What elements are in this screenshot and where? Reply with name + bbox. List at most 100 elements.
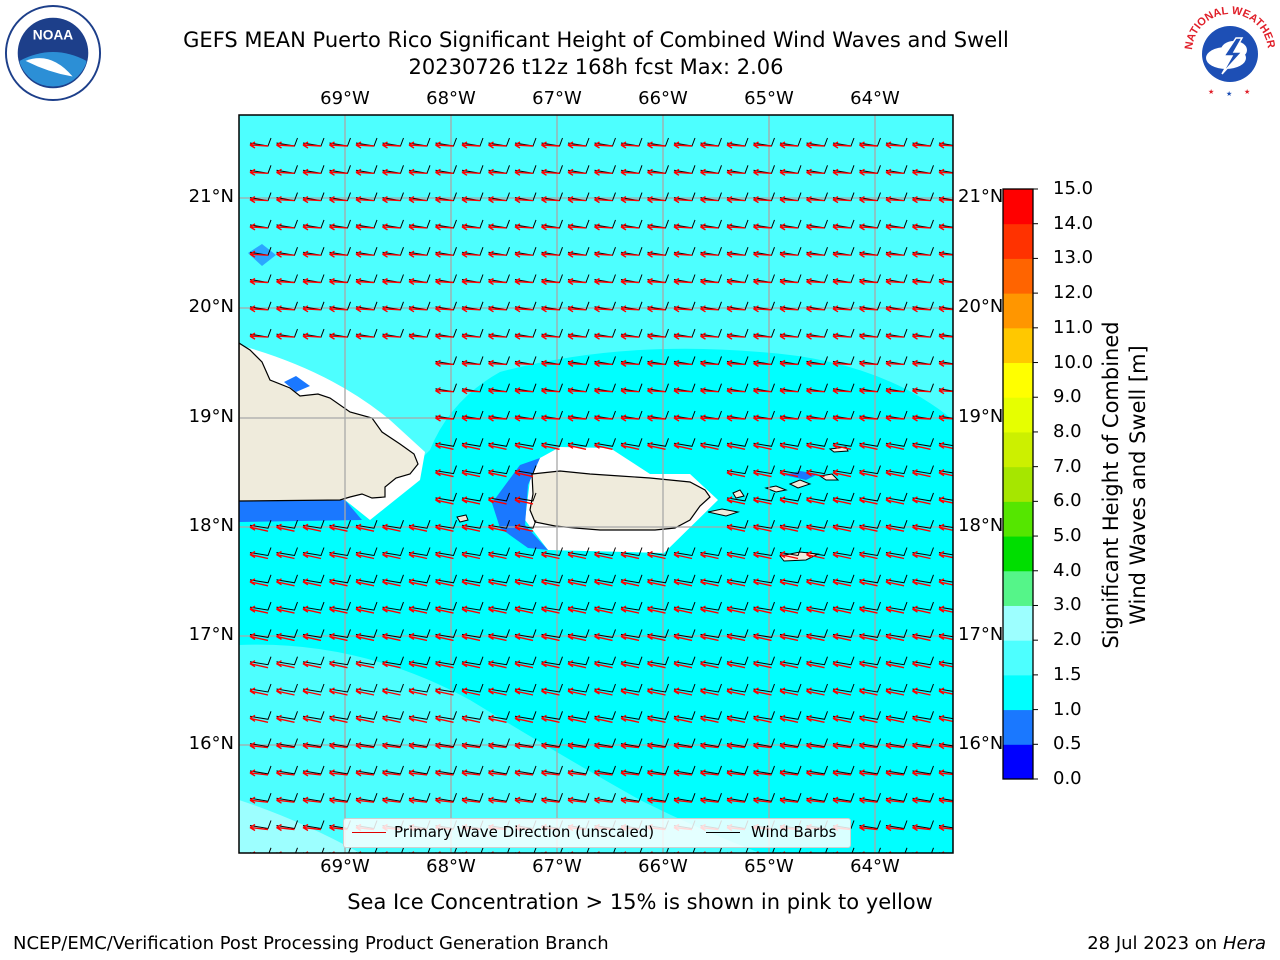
- wave-direction-arrow: [832, 332, 852, 340]
- wave-direction-arrow: [779, 223, 799, 231]
- wind-barb: [673, 683, 696, 693]
- wave-direction-arrow: [885, 578, 905, 587]
- wind-barb: [276, 793, 298, 802]
- wind-barb: [779, 656, 802, 666]
- wind-barb: [832, 683, 855, 693]
- wind-barb: [541, 711, 563, 720]
- wave-direction-arrow: [514, 468, 534, 478]
- wind-barb: [276, 629, 298, 638]
- wave-direction-arrow: [673, 387, 693, 395]
- wave-direction-arrow: [938, 550, 953, 559]
- wind-barb: [885, 847, 908, 853]
- colorbar-segment: [1003, 536, 1033, 572]
- map-legend: Primary Wave Direction (unscaled) Wind B…: [343, 818, 851, 848]
- wind-barb: [753, 683, 775, 693]
- wind-barb: [726, 465, 749, 475]
- wave-direction-arrow: [779, 359, 799, 368]
- wave-direction-arrow: [382, 605, 401, 614]
- wind-barb: [779, 547, 802, 557]
- wave-direction-arrow: [620, 387, 640, 395]
- wave-direction-arrow: [329, 523, 348, 532]
- wave-direction-arrow: [249, 223, 269, 231]
- wave-direction-arrow: [832, 741, 852, 750]
- wave-direction-arrow: [779, 387, 799, 395]
- wave-direction-arrow: [435, 441, 454, 450]
- wave-direction-arrow: [885, 823, 905, 832]
- lat-label-left: 16°N: [188, 733, 234, 754]
- wind-barb: [302, 574, 325, 584]
- wave-direction-arrow: [408, 687, 428, 696]
- wind-barb: [488, 738, 510, 748]
- wind-barb: [938, 415, 953, 419]
- wave-direction-arrow: [700, 714, 719, 723]
- wave-direction-arrow: [461, 195, 481, 204]
- lat-label-right: 16°N: [958, 733, 1004, 754]
- wind-barb: [938, 142, 953, 146]
- wind-barb: [541, 629, 563, 638]
- wave-direction-arrow: [938, 414, 953, 422]
- wave-direction-arrow: [567, 578, 587, 587]
- wind-barb: [435, 847, 457, 853]
- wind-barb: [912, 601, 934, 611]
- wave-direction-arrow: [647, 796, 666, 804]
- wave-direction-arrow: [753, 550, 772, 560]
- wave-direction-arrow: [594, 168, 613, 176]
- wave-direction-arrow: [488, 741, 507, 750]
- wave-direction-arrow: [700, 305, 719, 313]
- wave-direction-arrow: [594, 687, 613, 696]
- wind-barb: [859, 574, 881, 584]
- wave-direction-arrow: [382, 687, 401, 696]
- wave-direction-arrow: [408, 250, 428, 258]
- wave-direction-arrow: [461, 277, 481, 286]
- wind-barb: [620, 629, 643, 638]
- wind-barb: [885, 601, 908, 611]
- wind-barb: [912, 683, 934, 693]
- wave-direction-arrow: [488, 414, 507, 422]
- colorbar-tick-label: 5.0: [1053, 525, 1082, 547]
- wind-barb: [276, 738, 298, 748]
- wave-direction-arrow: [806, 168, 825, 176]
- wave-direction-arrow: [806, 769, 825, 777]
- wave-direction-arrow: [647, 141, 666, 149]
- colorbar-tick-label: 0.5: [1053, 733, 1082, 755]
- wave-direction-arrow: [514, 359, 534, 368]
- wind-barb: [938, 715, 953, 720]
- wind-barb: [594, 574, 616, 584]
- wave-direction-arrow: [594, 441, 613, 450]
- wave-direction-arrow: [329, 741, 348, 750]
- wave-direction-arrow: [859, 468, 878, 478]
- wind-barb: [249, 738, 272, 748]
- wave-direction-arrow: [912, 823, 931, 832]
- wave-direction-arrow: [488, 796, 507, 804]
- wind-barb: [249, 520, 272, 529]
- wave-direction-arrow: [673, 441, 693, 450]
- wind-barb: [567, 601, 590, 611]
- wind-barb: [329, 765, 351, 775]
- wave-direction-arrow: [700, 195, 719, 204]
- svg-text:★: ★: [1244, 88, 1250, 96]
- colorbar-tick-label: 0.0: [1053, 768, 1082, 789]
- wave-direction-arrow: [461, 468, 481, 478]
- plot-title: GEFS MEAN Puerto Rico Significant Height…: [183, 28, 1009, 52]
- wind-barb: [753, 438, 775, 447]
- wave-direction-arrow: [488, 223, 507, 231]
- wave-direction-arrow: [806, 687, 825, 696]
- colorbar-segment: [1003, 501, 1033, 537]
- wave-direction-arrow: [594, 250, 613, 258]
- wind-barb: [541, 765, 563, 775]
- wind-barb: [806, 438, 828, 447]
- wave-direction-arrow: [488, 387, 507, 395]
- wave-direction-arrow: [302, 660, 322, 669]
- wind-barb: [408, 711, 431, 720]
- wave-direction-arrow: [700, 277, 719, 286]
- wind-barb: [620, 656, 643, 666]
- wave-direction-arrow: [726, 605, 746, 614]
- wave-direction-arrow: [912, 441, 931, 450]
- wave-direction-arrow: [673, 305, 693, 313]
- wave-direction-arrow: [382, 305, 401, 313]
- wave-direction-arrow: [753, 714, 772, 723]
- wave-direction-arrow: [461, 796, 481, 804]
- wave-direction-arrow: [302, 168, 322, 176]
- lat-label-left: 19°N: [188, 406, 234, 427]
- wave-direction-arrow: [435, 277, 454, 286]
